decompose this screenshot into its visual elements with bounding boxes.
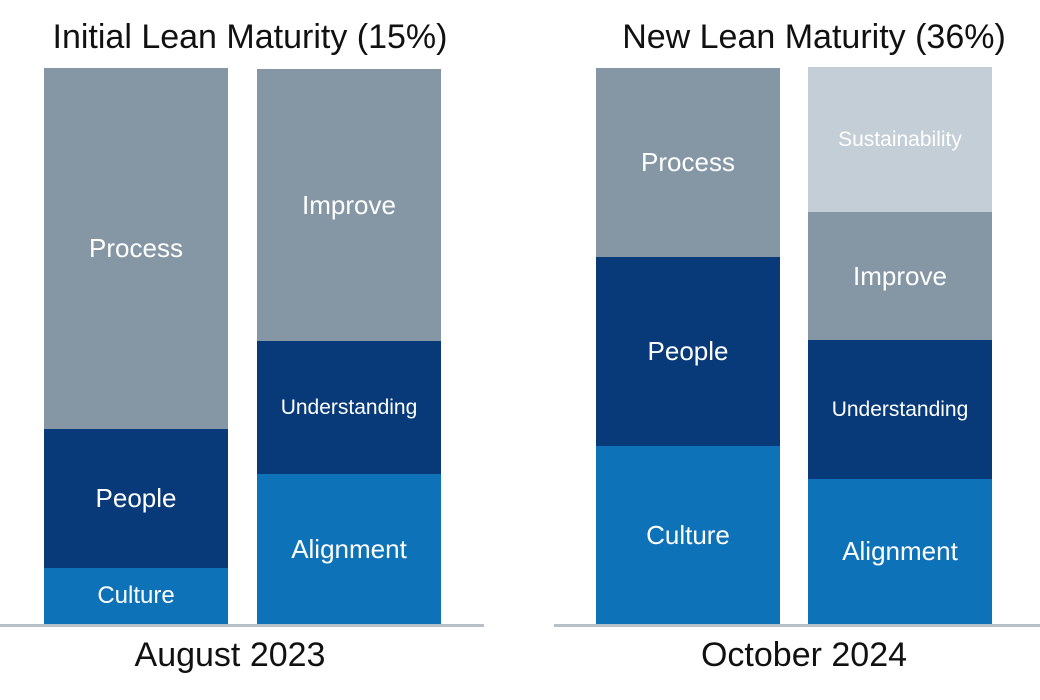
segment-label: Improve — [853, 260, 947, 291]
chart-column: Alignment Understanding Improve — [257, 68, 441, 624]
new-maturity-chart: New Lean Maturity (36%) Culture People Pro… — [540, 0, 1040, 700]
segment-label: People — [95, 483, 177, 513]
chart-column: Alignment Understanding Improve Sustainabil… — [808, 67, 992, 624]
segment-label: People — [647, 336, 729, 366]
x-axis-line — [0, 624, 484, 627]
bar-segment-process: Process — [596, 68, 780, 257]
segment-label: Process — [89, 233, 183, 263]
segment-label: Process — [641, 147, 735, 177]
bar-segment-culture: Culture — [44, 568, 228, 624]
bar-segment-sustainability: Sustainability — [808, 67, 992, 212]
segment-label: Culture — [646, 519, 730, 550]
bar-segment-understanding: Understanding — [808, 340, 992, 479]
segment-label: Sustainability — [838, 127, 962, 151]
chart-title: Initial Lean Maturity (15%) — [52, 18, 448, 56]
segment-label: Improve — [302, 189, 396, 220]
bar-segment-people: People — [44, 429, 228, 568]
bar-segment-improve: Improve — [808, 212, 992, 340]
x-axis-line — [554, 624, 1040, 627]
bar-segment-people: People — [596, 257, 780, 446]
initial-maturity-chart: Initial Lean Maturity (15%) Culture Peopl… — [0, 0, 500, 700]
segment-label: Alignment — [291, 533, 407, 564]
bar-segment-understanding: Understanding — [257, 341, 441, 474]
bar-segment-alignment: Alignment — [257, 474, 441, 624]
bar-segment-alignment: Alignment — [808, 479, 992, 624]
x-axis-label: October 2024 — [700, 636, 908, 674]
x-axis-label: August 2023 — [134, 636, 326, 674]
chart-column: Culture People Process — [44, 68, 228, 624]
bar-segment-improve: Improve — [257, 69, 441, 341]
bar-segment-culture: Culture — [596, 446, 780, 624]
segment-label: Culture — [97, 582, 175, 609]
segment-label: Understanding — [280, 395, 418, 419]
chart-title: New Lean Maturity (36%) — [622, 18, 1006, 56]
segment-label: Understanding — [831, 397, 969, 421]
bar-segment-process: Process — [44, 68, 228, 429]
chart-column: Culture People Process — [596, 68, 780, 624]
segment-label: Alignment — [842, 536, 958, 566]
